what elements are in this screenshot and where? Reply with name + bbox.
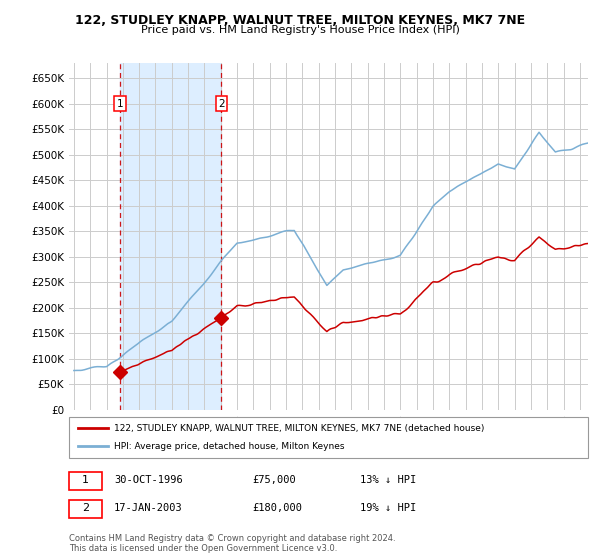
Text: 122, STUDLEY KNAPP, WALNUT TREE, MILTON KEYNES, MK7 7NE (detached house): 122, STUDLEY KNAPP, WALNUT TREE, MILTON … — [114, 424, 484, 433]
Text: 1: 1 — [82, 475, 89, 486]
Text: £180,000: £180,000 — [252, 503, 302, 514]
Text: 13% ↓ HPI: 13% ↓ HPI — [360, 475, 416, 486]
Text: 2: 2 — [82, 503, 89, 514]
Text: 122, STUDLEY KNAPP, WALNUT TREE, MILTON KEYNES, MK7 7NE: 122, STUDLEY KNAPP, WALNUT TREE, MILTON … — [75, 14, 525, 27]
Text: HPI: Average price, detached house, Milton Keynes: HPI: Average price, detached house, Milt… — [114, 442, 344, 451]
Text: 19% ↓ HPI: 19% ↓ HPI — [360, 503, 416, 514]
Text: Price paid vs. HM Land Registry's House Price Index (HPI): Price paid vs. HM Land Registry's House … — [140, 25, 460, 35]
Text: 2: 2 — [218, 99, 225, 109]
Bar — [120, 63, 221, 410]
Text: 30-OCT-1996: 30-OCT-1996 — [114, 475, 183, 486]
Text: 1: 1 — [117, 99, 124, 109]
Text: Contains HM Land Registry data © Crown copyright and database right 2024.
This d: Contains HM Land Registry data © Crown c… — [69, 534, 395, 553]
Text: £75,000: £75,000 — [252, 475, 296, 486]
Text: 17-JAN-2003: 17-JAN-2003 — [114, 503, 183, 514]
